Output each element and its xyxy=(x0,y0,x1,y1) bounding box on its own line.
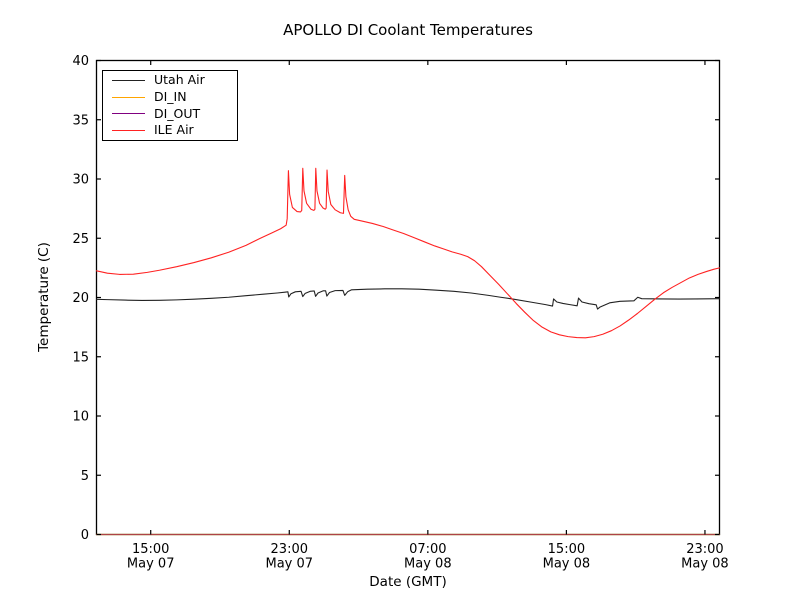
y-tick-label: 10 xyxy=(72,410,89,425)
x-tick-label-time: 15:00 xyxy=(132,542,169,557)
y-axis-label: Temperature (C) xyxy=(36,242,52,352)
chart-title: APOLLO DI Coolant Temperatures xyxy=(283,21,533,39)
y-tick-label: 0 xyxy=(81,528,89,543)
y-tick-label: 5 xyxy=(81,469,89,484)
y-tick-label: 40 xyxy=(72,54,89,69)
legend: Utah Air DI_IN DI_OUT ILE Air xyxy=(102,70,238,141)
y-tick-label: 15 xyxy=(72,350,89,365)
legend-label: DI_IN xyxy=(154,88,187,104)
x-axis-label: Date (GMT) xyxy=(369,574,447,590)
series-line-utah-air xyxy=(95,288,721,310)
x-tick-label-time: 15:00 xyxy=(548,542,585,557)
legend-item-utah-air: Utah Air xyxy=(103,72,237,88)
y-tick-label: 35 xyxy=(72,113,89,128)
x-tick-label-date: May 08 xyxy=(681,557,729,572)
legend-item-di-out: DI_OUT xyxy=(103,106,237,122)
x-tick-label-time: 07:00 xyxy=(409,542,446,557)
y-tick-label: 25 xyxy=(72,232,89,247)
y-tick-label: 20 xyxy=(72,291,89,306)
y-tick-label: 30 xyxy=(72,173,89,188)
series-line-ile-air xyxy=(95,167,721,339)
legend-item-di-in: DI_IN xyxy=(103,89,237,105)
legend-line-sample xyxy=(112,130,145,132)
legend-line-sample xyxy=(112,113,145,115)
legend-item-ile-air: ILE Air xyxy=(103,123,237,139)
legend-line-sample xyxy=(112,96,145,98)
x-tick-label-time: 23:00 xyxy=(686,542,723,557)
legend-line-sample xyxy=(112,79,145,81)
x-tick-label-time: 23:00 xyxy=(271,542,308,557)
x-tick-label-date: May 08 xyxy=(404,557,452,572)
legend-label: ILE Air xyxy=(154,122,194,138)
x-tick-label-date: May 07 xyxy=(127,557,175,572)
x-tick-label-date: May 08 xyxy=(543,557,591,572)
legend-label: Utah Air xyxy=(154,72,205,88)
legend-label: DI_OUT xyxy=(154,105,201,121)
x-tick-label-date: May 07 xyxy=(265,557,313,572)
